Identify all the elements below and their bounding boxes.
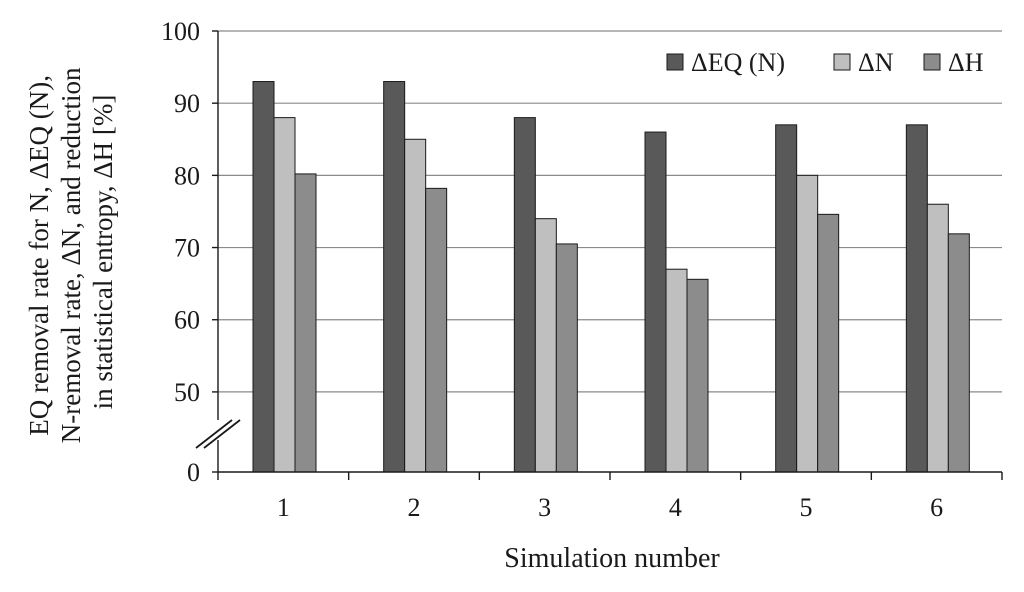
legend-label-2: ΔN xyxy=(858,48,894,77)
y-tick-label: 60 xyxy=(174,306,200,335)
x-axis-title: Simulation number xyxy=(504,543,720,574)
legend-label-3: ΔH xyxy=(948,48,984,77)
bar-2-sim-3 xyxy=(534,218,557,473)
y-tick-label: 90 xyxy=(174,89,200,118)
bar-3-sim-6 xyxy=(947,233,970,473)
legend-swatch-3 xyxy=(923,53,941,71)
y-axis-title: EQ removal rate for N, ΔEQ (N), N-remova… xyxy=(24,61,118,443)
axes: Simulation number EQ removal rate for N,… xyxy=(24,17,1003,574)
bars xyxy=(252,81,970,473)
bar-2-sim-6 xyxy=(926,203,949,473)
legend-swatch-1 xyxy=(666,53,684,71)
x-tick-label: 3 xyxy=(538,493,551,522)
bar-3-sim-3 xyxy=(555,243,578,473)
x-tick-label: 4 xyxy=(669,493,682,522)
bar-3-sim-5 xyxy=(817,213,840,473)
y-tick-label: 0 xyxy=(187,458,200,487)
legend: ΔEQ (N) ΔN ΔH xyxy=(666,48,984,77)
y-tick-label: 100 xyxy=(161,17,200,46)
x-tick-label: 2 xyxy=(408,493,421,522)
legend-swatch-2 xyxy=(833,53,851,71)
bar-1-sim-5 xyxy=(775,124,798,473)
gridlines xyxy=(218,30,1002,393)
x-tick-label: 1 xyxy=(277,493,290,522)
y-axis-break-mark xyxy=(203,419,241,449)
bar-1-sim-3 xyxy=(513,117,536,473)
x-tick-label: 6 xyxy=(930,493,943,522)
bar-3-sim-2 xyxy=(425,187,448,473)
y-axis-title-line-1: EQ removal rate for N, ΔEQ (N), xyxy=(24,75,54,436)
bar-2-sim-5 xyxy=(796,174,819,473)
bar-1-sim-4 xyxy=(644,131,667,473)
legend-label-1: ΔEQ (N) xyxy=(691,48,785,77)
bar-2-sim-4 xyxy=(665,268,688,473)
bar-2-sim-2 xyxy=(404,138,427,473)
y-axis-title-line-3: in statistical entropy, ΔH [%] xyxy=(88,95,118,410)
bar-3-sim-1 xyxy=(294,173,317,473)
bar-1-sim-2 xyxy=(383,81,406,473)
bar-1-sim-1 xyxy=(252,81,275,473)
bar-3-sim-4 xyxy=(686,278,709,473)
x-tick-label: 5 xyxy=(800,493,813,522)
y-axis-break-mark xyxy=(195,419,233,449)
y-tick-label: 70 xyxy=(174,234,200,263)
y-tick-label: 50 xyxy=(174,378,200,407)
bar-2-sim-1 xyxy=(273,117,296,473)
bar-1-sim-6 xyxy=(905,124,928,473)
y-tick-label: 80 xyxy=(174,161,200,190)
y-axis-title-line-2: N-removal rate, ΔN, and reduction xyxy=(56,67,86,443)
